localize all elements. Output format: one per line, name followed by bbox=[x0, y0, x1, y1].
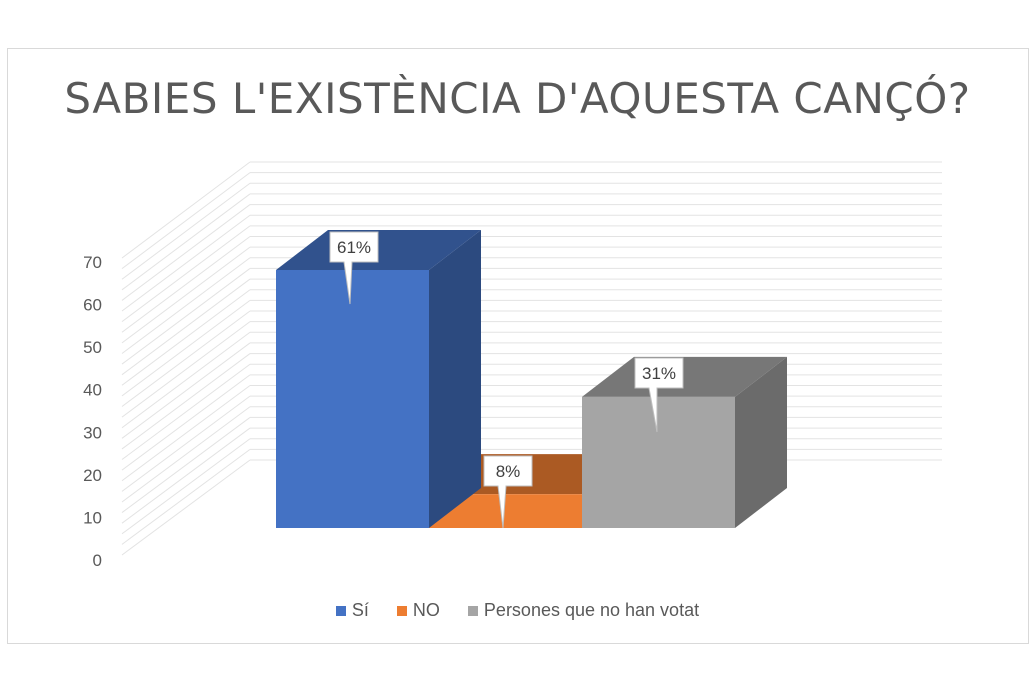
data-label-text: 31% bbox=[642, 364, 676, 383]
gridline-side bbox=[121, 385, 251, 482]
gridline-side bbox=[121, 161, 251, 259]
gridline-side bbox=[121, 193, 251, 291]
y-tick-label: 60 bbox=[83, 296, 102, 315]
gridline-side bbox=[121, 214, 251, 312]
legend-swatch-no bbox=[396, 605, 407, 616]
y-tick-label: 70 bbox=[83, 253, 102, 272]
bar-2 bbox=[582, 356, 787, 528]
bar-side bbox=[429, 230, 481, 528]
gridline-side bbox=[121, 438, 251, 535]
chart-frame bbox=[7, 48, 1029, 644]
gridline-side bbox=[121, 342, 251, 439]
legend-item-no-vote: Persones que no han votat bbox=[467, 600, 700, 621]
gridline-side bbox=[121, 417, 251, 513]
data-label-1: 8% bbox=[483, 455, 533, 529]
y-tick-label: 20 bbox=[83, 466, 102, 485]
gridline-side bbox=[121, 289, 251, 386]
gridline-side bbox=[121, 268, 251, 365]
gridline-side bbox=[121, 278, 251, 376]
legend-swatch-si bbox=[335, 605, 346, 616]
y-tick-label: 0 bbox=[93, 551, 102, 570]
gridline-side bbox=[121, 310, 251, 407]
gridline-side bbox=[121, 406, 251, 503]
chart-title: SABIES L'EXISTÈNCIA D'AQUESTA CANÇÓ? bbox=[64, 74, 971, 123]
gridline-side bbox=[121, 448, 251, 545]
gridline-side bbox=[121, 299, 251, 397]
gridline-side bbox=[121, 225, 251, 323]
bar-front bbox=[276, 270, 429, 528]
data-label-0: 61% bbox=[329, 231, 379, 305]
gridline-side bbox=[121, 363, 251, 460]
gridline-side bbox=[121, 182, 251, 280]
gridline-side bbox=[121, 321, 251, 418]
legend-label-si: Sí bbox=[351, 600, 369, 620]
gridline-side bbox=[121, 331, 251, 429]
gridline-side bbox=[121, 374, 251, 471]
data-label-callout bbox=[329, 231, 379, 305]
gridline-side bbox=[121, 353, 251, 450]
legend-swatch-no-vote bbox=[467, 605, 478, 616]
data-label-2: 31% bbox=[634, 357, 684, 433]
y-tick-label: 30 bbox=[83, 423, 102, 442]
legend-item-no: NO bbox=[396, 600, 440, 621]
data-label-text: 61% bbox=[337, 238, 371, 257]
gridline-side bbox=[121, 257, 251, 354]
bar-side bbox=[735, 356, 787, 528]
y-tick-label: 10 bbox=[83, 508, 102, 527]
legend-label-no: NO bbox=[412, 600, 440, 620]
data-label-callout bbox=[634, 357, 684, 433]
y-axis-ticks: 0 10 20 30 40 50 60 70 bbox=[83, 253, 102, 570]
gridline-side bbox=[121, 246, 251, 344]
legend-label-no-vote: Persones que no han votat bbox=[483, 600, 700, 620]
gridline-side bbox=[121, 204, 251, 301]
bar-top bbox=[582, 356, 787, 397]
legend-item-si: Sí bbox=[335, 600, 369, 621]
y-tick-label: 50 bbox=[83, 338, 102, 357]
gridline-side bbox=[121, 395, 251, 492]
y-tick-label: 40 bbox=[83, 381, 102, 400]
data-labels: 61% 8% 31% bbox=[329, 231, 684, 529]
data-label-callout bbox=[483, 455, 533, 529]
gridline-side bbox=[121, 172, 251, 270]
legend: Sí NO Persones que no han votat bbox=[0, 600, 1035, 621]
bar-0 bbox=[276, 230, 481, 528]
bars bbox=[276, 230, 787, 528]
gridline-side bbox=[121, 427, 251, 524]
gridline-side bbox=[121, 459, 251, 556]
data-label-text: 8% bbox=[496, 462, 521, 481]
gridline-side bbox=[121, 236, 251, 333]
bar-front bbox=[582, 396, 735, 528]
